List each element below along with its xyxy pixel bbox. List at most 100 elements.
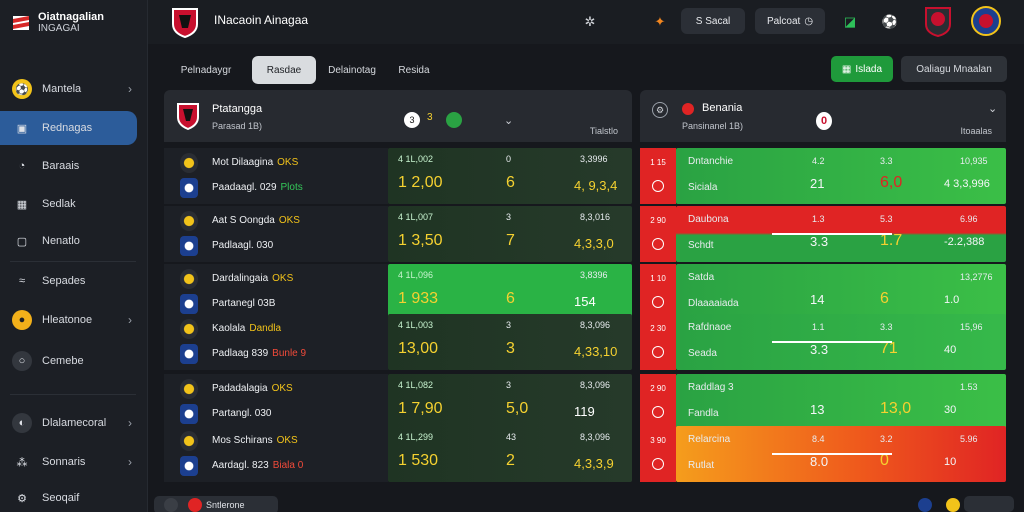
sidebar-item-4[interactable]: ▦ Sedlak bbox=[0, 187, 148, 221]
table-row[interactable]: 3 90 Relarcina Rutlat 8.4 8.0 3.2 0 5.96 10 bbox=[640, 426, 1006, 482]
stats-icon[interactable] bbox=[652, 346, 664, 358]
ball-icon[interactable]: ⚽ bbox=[881, 14, 899, 29]
odd-value[interactable]: 1.0 bbox=[944, 294, 960, 306]
odd-value[interactable]: 6 bbox=[506, 174, 515, 191]
avatar-icon[interactable] bbox=[922, 4, 954, 38]
profile-crest-icon[interactable] bbox=[970, 4, 1002, 38]
odds-cell[interactable]: Raddlag 3 Fandla 13 13,0 1.53 30 bbox=[676, 374, 1006, 430]
odd-value[interactable]: 1 933 bbox=[398, 290, 439, 307]
flag-icon[interactable]: ◪ bbox=[843, 14, 857, 29]
odd-value[interactable]: 4,3,3,0 bbox=[574, 236, 614, 251]
tab-4[interactable]: Resida bbox=[398, 64, 430, 76]
table-row[interactable]: Mot Dilaagina OKS Paadaagl. 029 Plots 4 1L,0… bbox=[164, 148, 632, 204]
odd-value[interactable]: 14 bbox=[810, 292, 825, 307]
odd-value[interactable]: 1.7 bbox=[880, 232, 903, 249]
table-row[interactable]: Mos Schirans OKS Aardagl. 823 Biala 0 4 1L,2… bbox=[164, 426, 632, 482]
sidebar-item-1[interactable]: ⚽ Mantela › bbox=[0, 72, 148, 106]
odd-value[interactable]: 6 bbox=[506, 290, 515, 307]
odds-cell[interactable]: Satda Dlaaaaiada 14 6 13,2776 1.0 bbox=[676, 264, 1006, 320]
table-row[interactable]: Kaolala Dandla Padlaag 839 Bunle 9 4 1L,003 1… bbox=[164, 314, 632, 370]
stats-icon[interactable] bbox=[652, 296, 664, 308]
odd-value[interactable]: 13 bbox=[810, 402, 825, 417]
odds-cell[interactable]: Dntanchie Siciala 4.2 21 3.3 6,0 10,935 4 3,3,9… bbox=[676, 148, 1006, 204]
table-row[interactable]: Dardalingaia OKS Partanegl 03B 4 1L,096 1 93… bbox=[164, 264, 632, 320]
odd-value[interactable]: 4, 9,3,4 bbox=[574, 178, 618, 193]
stats-icon[interactable] bbox=[652, 406, 664, 418]
sidebar-item-6[interactable]: ≈ Sepades bbox=[0, 264, 148, 298]
stats-icon[interactable] bbox=[652, 458, 664, 470]
odd-value[interactable]: -2.2,388 bbox=[944, 236, 985, 248]
odds-cell[interactable]: 4 1L,007 1 3,50 3 7 8,3,016 4,3,3,0 bbox=[388, 206, 632, 262]
odd-value[interactable]: 1 3,50 bbox=[398, 232, 443, 249]
odds-cell[interactable]: 4 1L,003 13,00 3 3 8,3,096 4,33,10 bbox=[388, 314, 632, 370]
odd-value[interactable]: 4 3,3,996 bbox=[944, 178, 990, 190]
search-button[interactable]: S Sacal bbox=[681, 8, 745, 34]
chevron-down-icon[interactable]: ⌄ bbox=[988, 103, 998, 115]
betslip-button[interactable]: Palcoat ◷ bbox=[755, 8, 825, 34]
globe-icon[interactable] bbox=[918, 498, 932, 512]
odd-value[interactable]: 6,0 bbox=[880, 174, 903, 191]
odd-value[interactable]: 0 bbox=[880, 452, 889, 469]
odd-value[interactable]: 7 bbox=[506, 232, 515, 249]
stats-icon[interactable] bbox=[652, 238, 664, 250]
odd-value[interactable]: 30 bbox=[944, 404, 957, 416]
odd-value[interactable]: 4,33,10 bbox=[574, 344, 618, 359]
odd-value[interactable]: 3.3 bbox=[810, 234, 829, 249]
table-row[interactable]: 1 10 Satda Dlaaaaiada 14 6 13,2776 1.0 bbox=[640, 264, 1006, 320]
live-button[interactable]: ▦ Islada bbox=[831, 56, 893, 82]
coin-icon[interactable] bbox=[946, 498, 960, 512]
sidebar-item-9[interactable]: ◐ Dlalamecoral › bbox=[0, 406, 148, 440]
table-row[interactable]: 2 30 Rafdnaoe Seada 1.1 3.3 3.3 71 15,96 40 bbox=[640, 314, 1006, 370]
sidebar-item-3[interactable]: ◔ Baraais bbox=[0, 149, 148, 183]
odds-cell[interactable]: Daubona Schdt 1.3 3.3 5.3 1.7 6.96 -2.2,388 bbox=[676, 206, 1006, 262]
bottom-pill-button[interactable]: Sntlerone bbox=[154, 496, 278, 512]
odd-value[interactable]: 1 530 bbox=[398, 452, 439, 469]
star-icon[interactable]: ✦ bbox=[654, 14, 666, 29]
odd-value[interactable]: 71 bbox=[880, 340, 898, 357]
options-button[interactable]: Oaliagu Mnaalan bbox=[901, 56, 1007, 82]
table-row[interactable]: 2 90 Daubona Schdt 1.3 3.3 5.3 1.7 6.96 -2.2,388 bbox=[640, 206, 1006, 262]
odd-value[interactable]: 4,3,3,9 bbox=[574, 456, 614, 471]
odds-cell[interactable]: 4 1L,096 1 933 6 3,8396 154 bbox=[388, 264, 632, 320]
tab-1[interactable]: Pelnadaygr bbox=[180, 64, 232, 76]
odd-value[interactable]: 3 bbox=[506, 340, 515, 357]
gear-icon[interactable]: ✲ bbox=[584, 14, 596, 29]
stats-icon[interactable] bbox=[652, 180, 664, 192]
odd-value[interactable]: 13,00 bbox=[398, 340, 439, 357]
sidebar-item-8[interactable]: ○ Cemebe bbox=[0, 344, 148, 378]
sidebar-item-11[interactable]: ⚙ Seoqaif bbox=[0, 481, 148, 512]
odd-value[interactable]: 40 bbox=[944, 344, 957, 356]
odd-value[interactable]: 119 bbox=[574, 404, 595, 419]
balance-pill[interactable] bbox=[964, 496, 1014, 512]
sidebar-item-5[interactable]: ▢ Nenatlo bbox=[0, 224, 148, 258]
odds-cell[interactable]: Rafdnaoe Seada 1.1 3.3 3.3 71 15,96 40 bbox=[676, 314, 1006, 370]
odds-cell[interactable]: 4 1L,082 1 7,90 3 5,0 8,3,096 119 bbox=[388, 374, 632, 430]
brand[interactable]: Oiatnagalian INGAGAI bbox=[10, 6, 140, 40]
odd-value[interactable]: 13,0 bbox=[880, 400, 912, 417]
table-row[interactable]: Aat S Oongda OKS Padlaagl. 030 4 1L,007 1 3,… bbox=[164, 206, 632, 262]
settings-icon[interactable]: ⚙ bbox=[652, 102, 668, 118]
odd-value[interactable]: 5,0 bbox=[506, 400, 529, 417]
odds-cell[interactable]: 4 1L,002 1 2,00 0 6 3,3996 4, 9,3,4 bbox=[388, 148, 632, 204]
sidebar-item-7[interactable]: ● Hleatonoe › bbox=[0, 303, 148, 337]
odd-value[interactable]: 3.3 bbox=[810, 342, 829, 357]
odds-cell[interactable]: Relarcina Rutlat 8.4 8.0 3.2 0 5.96 10 bbox=[676, 426, 1006, 482]
tab-3[interactable]: Delainotag bbox=[328, 64, 376, 76]
sidebar-item-10[interactable]: ⁂ Sonnaris › bbox=[0, 445, 148, 479]
odd-value[interactable]: 1 7,90 bbox=[398, 400, 443, 417]
table-row[interactable]: Padadalagia OKS Partangl. 030 4 1L,082 1 7,9… bbox=[164, 374, 632, 430]
odd-value[interactable]: 8.0 bbox=[810, 454, 829, 469]
chevron-down-icon[interactable]: ⌄ bbox=[504, 115, 514, 127]
odds-cell[interactable]: 4 1L,299 1 530 43 2 8,3,096 4,3,3,9 bbox=[388, 426, 632, 482]
table-row[interactable]: 2 90 Raddlag 3 Fandla 13 13,0 1.53 30 bbox=[640, 374, 1006, 430]
odd-value[interactable]: 10 bbox=[944, 456, 957, 468]
tab-2[interactable]: Rasdae bbox=[252, 56, 316, 84]
odd-value[interactable]: 2 bbox=[506, 452, 515, 469]
odd-value[interactable]: 154 bbox=[574, 294, 596, 309]
odd-value[interactable]: 21 bbox=[810, 176, 825, 191]
table-row[interactable]: 1 15 Dntanchie Siciala 4.2 21 3.3 6,0 10,935 4 3… bbox=[640, 148, 1006, 204]
odd-value[interactable]: 1 2,00 bbox=[398, 174, 443, 191]
club-crest-icon[interactable] bbox=[170, 6, 200, 38]
odd-value[interactable]: 6 bbox=[880, 290, 889, 307]
sidebar-item-2[interactable]: ▣ Rednagas bbox=[0, 111, 137, 145]
